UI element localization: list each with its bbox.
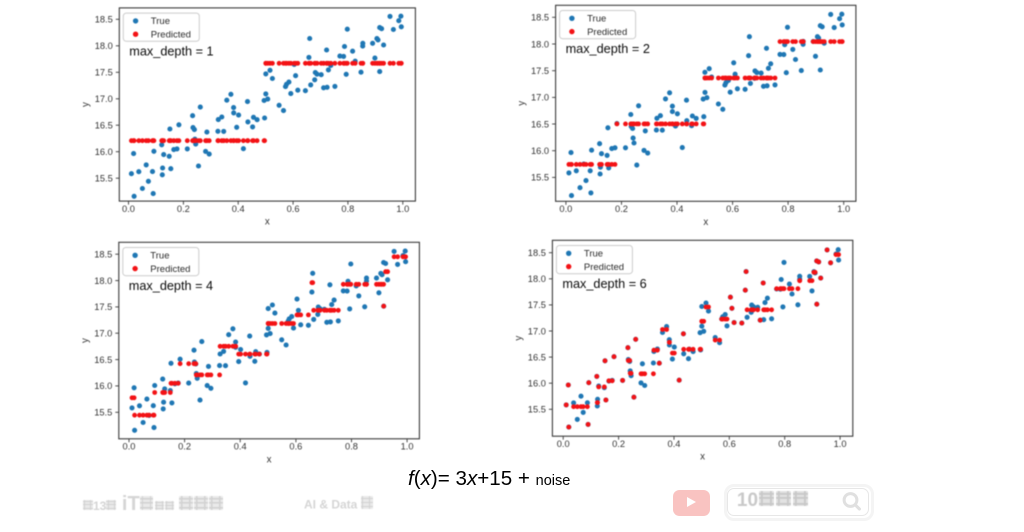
svg-text:max_depth = 2: max_depth = 2	[566, 42, 650, 56]
svg-text:y: y	[513, 336, 524, 341]
svg-text:Predicted: Predicted	[151, 30, 191, 41]
svg-text:1.0: 1.0	[396, 204, 409, 214]
svg-text:15.5: 15.5	[531, 173, 549, 183]
svg-text:y: y	[517, 101, 528, 106]
svg-text:0.6: 0.6	[289, 442, 302, 452]
svg-text:15.5: 15.5	[528, 405, 546, 415]
svg-text:16.0: 16.0	[531, 146, 549, 156]
svg-text:x: x	[700, 452, 705, 463]
svg-text:17.5: 17.5	[528, 300, 546, 310]
svg-text:max_depth = 4: max_depth = 4	[129, 279, 213, 293]
svg-text:16.5: 16.5	[528, 352, 546, 362]
svg-text:y: y	[80, 338, 91, 343]
svg-text:16.0: 16.0	[95, 147, 113, 157]
svg-text:0.6: 0.6	[723, 439, 736, 449]
svg-text:Predicted: Predicted	[584, 262, 624, 273]
svg-text:18.5: 18.5	[531, 13, 549, 23]
svg-text:17.0: 17.0	[94, 329, 112, 339]
svg-text:0.0: 0.0	[559, 204, 572, 214]
svg-text:0.4: 0.4	[671, 204, 684, 214]
svg-text:0.0: 0.0	[122, 204, 135, 214]
svg-text:16.0: 16.0	[528, 379, 546, 389]
svg-text:18.0: 18.0	[95, 41, 113, 51]
svg-text:x: x	[703, 217, 708, 228]
svg-text:16.5: 16.5	[531, 119, 549, 129]
svg-text:0.4: 0.4	[234, 442, 247, 452]
svg-text:18.0: 18.0	[528, 274, 546, 284]
svg-text:17.5: 17.5	[94, 302, 112, 312]
svg-text:17.0: 17.0	[95, 94, 113, 104]
svg-text:1.0: 1.0	[837, 204, 850, 214]
svg-text:18.5: 18.5	[528, 248, 546, 258]
svg-text:0.0: 0.0	[557, 439, 570, 449]
svg-text:18.5: 18.5	[94, 250, 112, 260]
svg-text:0.4: 0.4	[668, 439, 681, 449]
svg-text:0.2: 0.2	[615, 204, 628, 214]
svg-text:max_depth = 6: max_depth = 6	[562, 277, 646, 291]
svg-text:0.6: 0.6	[287, 204, 300, 214]
svg-text:16.5: 16.5	[95, 121, 113, 131]
svg-text:x: x	[267, 454, 272, 465]
svg-text:True: True	[584, 249, 603, 260]
svg-text:0.0: 0.0	[123, 442, 136, 452]
svg-text:0.8: 0.8	[341, 204, 354, 214]
svg-text:0.2: 0.2	[178, 442, 191, 452]
svg-text:18.5: 18.5	[95, 15, 113, 25]
svg-text:17.0: 17.0	[528, 326, 546, 336]
svg-text:y: y	[80, 102, 91, 107]
svg-text:0.2: 0.2	[612, 439, 625, 449]
svg-text:16.5: 16.5	[94, 355, 112, 365]
svg-text:1.0: 1.0	[834, 439, 847, 449]
svg-text:16.0: 16.0	[94, 381, 112, 391]
svg-text:0.6: 0.6	[726, 204, 739, 214]
svg-text:17.0: 17.0	[531, 93, 549, 103]
svg-text:15.5: 15.5	[94, 408, 112, 418]
svg-text:Predicted: Predicted	[587, 27, 627, 38]
svg-text:18.0: 18.0	[94, 276, 112, 286]
svg-text:True: True	[587, 14, 606, 25]
svg-text:0.8: 0.8	[778, 439, 791, 449]
svg-text:0.8: 0.8	[345, 442, 358, 452]
svg-text:x: x	[265, 217, 270, 228]
svg-text:15.5: 15.5	[95, 174, 113, 184]
svg-text:True: True	[151, 16, 170, 27]
svg-text:max_depth = 1: max_depth = 1	[129, 45, 213, 59]
svg-text:Predicted: Predicted	[150, 264, 190, 275]
svg-text:17.5: 17.5	[95, 68, 113, 78]
svg-text:True: True	[150, 251, 169, 262]
svg-text:17.5: 17.5	[531, 66, 549, 76]
svg-text:18.0: 18.0	[531, 39, 549, 49]
svg-text:1.0: 1.0	[401, 442, 414, 452]
svg-text:0.4: 0.4	[232, 204, 245, 214]
svg-text:0.8: 0.8	[782, 204, 795, 214]
svg-text:0.2: 0.2	[177, 204, 190, 214]
